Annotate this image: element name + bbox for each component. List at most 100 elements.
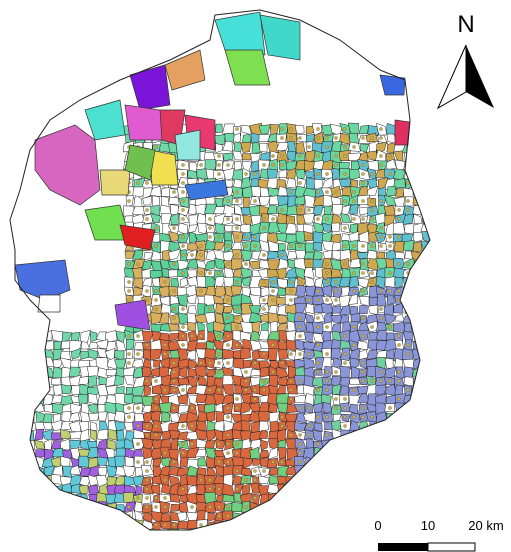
- point: [154, 424, 157, 427]
- point: [379, 370, 382, 373]
- point: [226, 244, 229, 247]
- cell: [431, 169, 442, 181]
- point: [397, 235, 400, 238]
- point: [307, 487, 310, 490]
- cell: [357, 440, 369, 450]
- point: [199, 478, 202, 481]
- point: [316, 370, 319, 373]
- cell: [429, 195, 442, 206]
- point: [397, 487, 400, 490]
- point: [433, 451, 436, 454]
- cell: [360, 144, 368, 153]
- cell: [411, 449, 421, 456]
- point: [172, 226, 175, 229]
- cell: [431, 150, 442, 162]
- point: [190, 442, 193, 445]
- point: [235, 451, 238, 454]
- cell: [34, 339, 43, 352]
- cell: [332, 493, 342, 505]
- cell: [313, 511, 325, 520]
- point: [433, 469, 436, 472]
- cell: [215, 144, 222, 153]
- point: [199, 334, 202, 337]
- cell: [312, 502, 324, 513]
- cell: [385, 501, 395, 512]
- cell: [24, 493, 35, 504]
- cell: [360, 296, 369, 306]
- point: [352, 532, 355, 535]
- point: [361, 370, 364, 373]
- cell: [207, 467, 217, 476]
- cell: [232, 170, 243, 180]
- cell: [331, 520, 342, 529]
- point: [379, 487, 382, 490]
- point: [244, 172, 247, 175]
- cell: [24, 520, 36, 530]
- point: [181, 307, 184, 310]
- point: [370, 415, 373, 418]
- point: [226, 460, 229, 463]
- cell: [377, 483, 384, 495]
- cell: [186, 512, 198, 521]
- point: [244, 505, 247, 508]
- cell: [330, 530, 342, 538]
- cell: [321, 530, 333, 540]
- cell: [295, 250, 305, 259]
- cell: [431, 484, 440, 495]
- cell: [169, 197, 180, 204]
- cell: [224, 529, 232, 541]
- cell: [341, 440, 350, 449]
- point: [280, 208, 283, 211]
- cell: [414, 312, 421, 323]
- cell: [15, 458, 27, 469]
- cell: [395, 456, 404, 467]
- cell: [359, 467, 369, 477]
- point: [181, 388, 184, 391]
- point: [361, 334, 364, 337]
- cell: [170, 494, 180, 502]
- cell: [267, 510, 279, 522]
- cell: [197, 321, 204, 331]
- point: [388, 478, 391, 481]
- point: [226, 433, 229, 436]
- cell: [196, 530, 205, 539]
- point: [235, 127, 238, 130]
- cell: [6, 386, 18, 396]
- cell: [332, 242, 341, 252]
- cell: [404, 323, 411, 332]
- cell: [45, 439, 53, 451]
- cell: [359, 125, 369, 134]
- cell: [413, 241, 422, 252]
- point: [226, 343, 229, 346]
- point: [172, 289, 175, 292]
- point: [217, 442, 220, 445]
- cell: [423, 186, 432, 197]
- cell: [269, 375, 278, 386]
- point: [406, 505, 409, 508]
- point: [415, 514, 418, 517]
- cell: [368, 457, 379, 465]
- point: [235, 217, 238, 220]
- point: [289, 433, 292, 436]
- cell: [421, 394, 432, 406]
- cell: [404, 439, 415, 449]
- cell: [72, 386, 81, 395]
- cell: [413, 422, 422, 431]
- point: [325, 136, 328, 139]
- cell: [422, 503, 432, 511]
- point: [154, 523, 157, 526]
- point: [343, 226, 346, 229]
- point: [361, 316, 364, 319]
- cell: [376, 351, 387, 358]
- point: [343, 397, 346, 400]
- point: [127, 262, 130, 265]
- cell: [339, 179, 351, 187]
- point: [352, 343, 355, 346]
- cell: [387, 521, 395, 530]
- point: [415, 397, 418, 400]
- point: [433, 172, 436, 175]
- cell: [349, 277, 358, 289]
- cell: [286, 501, 298, 511]
- point: [289, 289, 292, 292]
- point: [226, 415, 229, 418]
